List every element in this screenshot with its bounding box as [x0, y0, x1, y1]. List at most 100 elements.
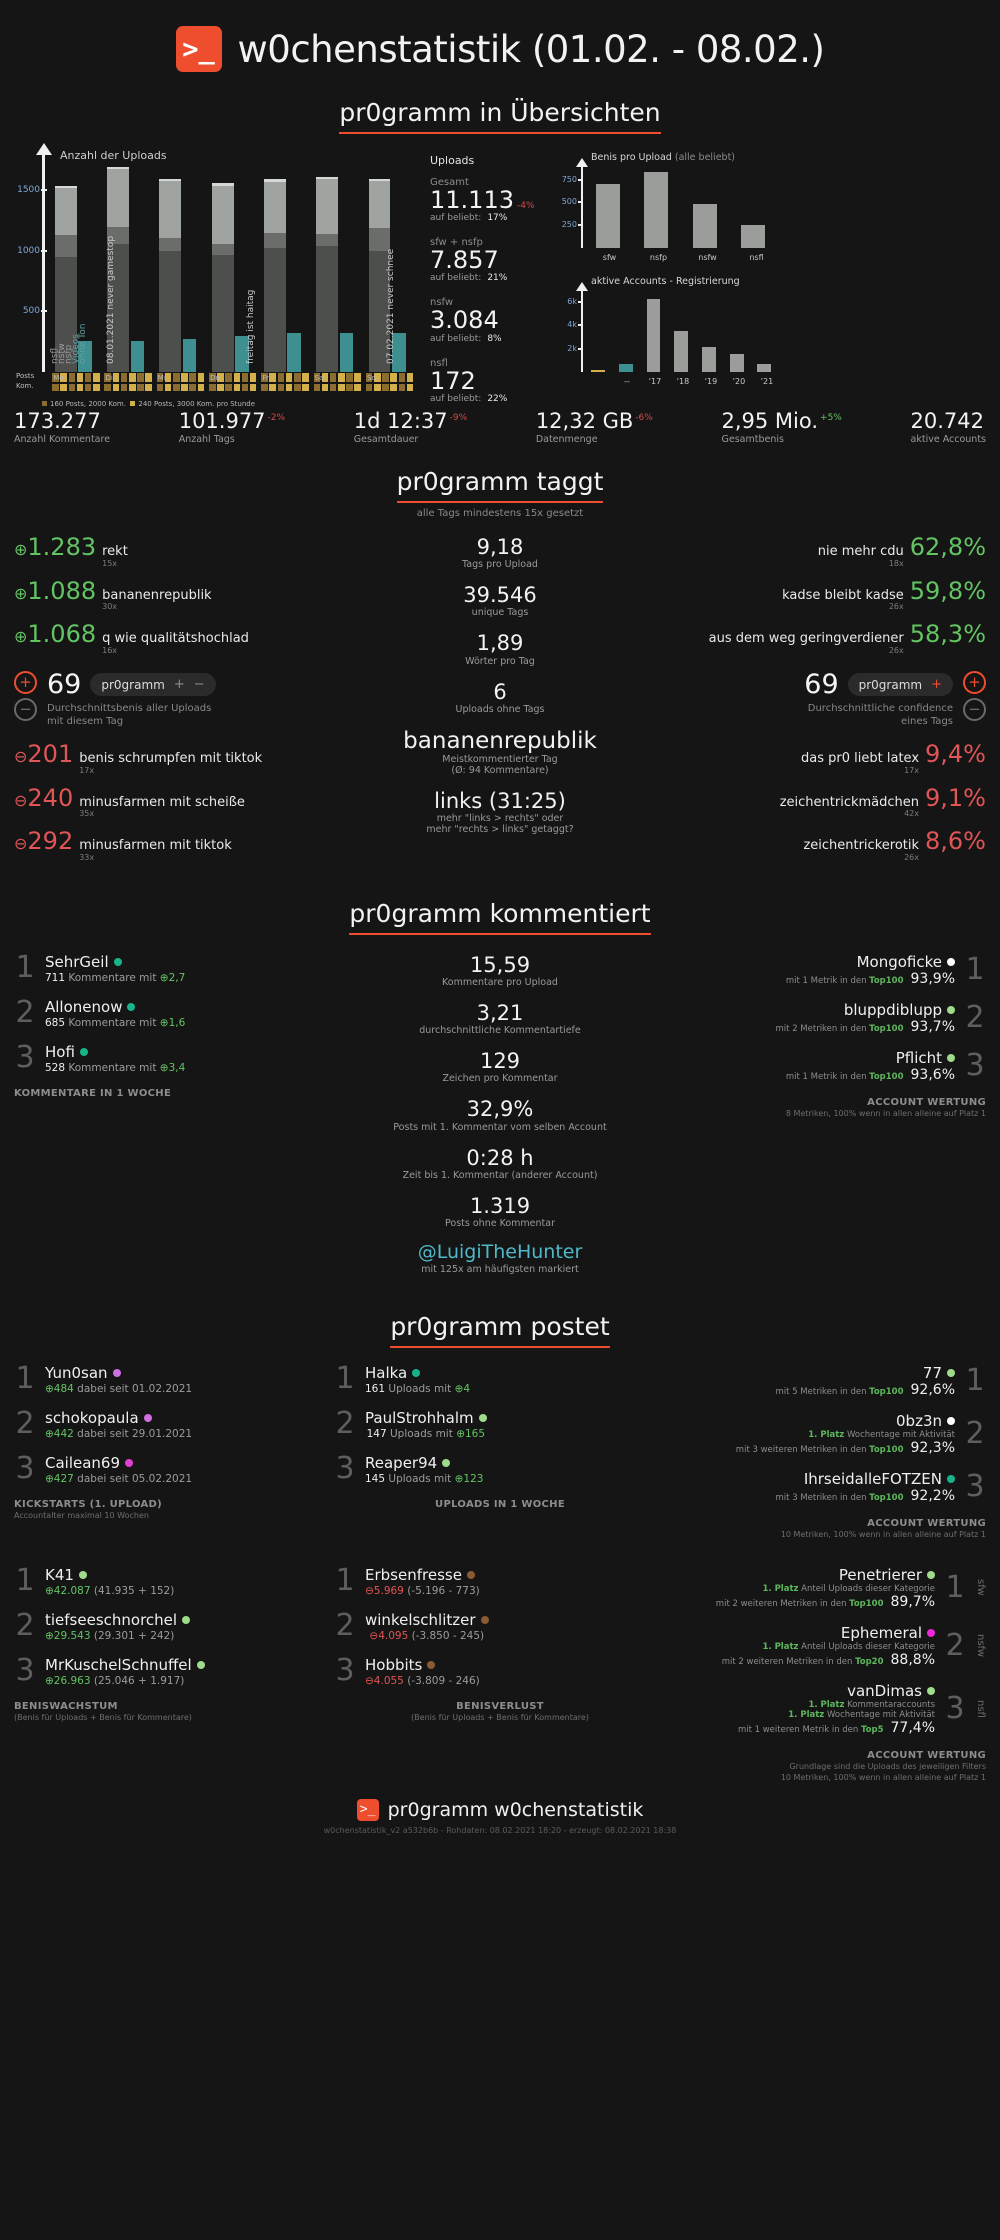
rank-number: 3 [945, 1690, 965, 1726]
status-dot-icon [927, 1570, 935, 1579]
rank-row[interactable]: 3 Hobbits ⊖4.055 (-3.809 - 246) [334, 1656, 666, 1687]
band-segment [173, 373, 180, 382]
band-segment [189, 384, 196, 391]
tag-row[interactable]: ⊕1.283 rekt 15x [14, 535, 334, 568]
tag-row[interactable]: zeichentrickerotik 26x 8,6% [666, 829, 986, 862]
taggt-left-widget-pill[interactable]: pr0gramm + − [90, 673, 216, 697]
mini-y-axis-line-2 [581, 290, 583, 372]
mini-x-label: sfw [602, 253, 617, 262]
taggt-center-highlight-l1: Meistkommentierter Tag [442, 754, 558, 766]
band-segment [398, 373, 406, 382]
rank-row[interactable]: 2 winkelschlitzer ⊖4.095 (-3.850 - 245) [334, 1611, 666, 1642]
bar-segment [54, 185, 77, 188]
rank-row[interactable]: 1 Erbsenfresse ⊖5.969 (-5.196 - 773) [334, 1566, 666, 1597]
x-tick-label: Mi [157, 374, 166, 382]
minus-circle-icon[interactable]: − [14, 698, 37, 722]
tag-count: 16x [102, 646, 118, 656]
rank-sub: 147 Uploads mit ⊕165 [366, 1427, 486, 1440]
tag-row[interactable]: ⊕1.068 q wie qualitätshochlad 16x [14, 622, 334, 655]
plus-circle-icon[interactable]: + [14, 671, 37, 695]
center-stat: 32,9% Posts mit 1. Kommentar vom selben A… [334, 1097, 666, 1132]
rank-row[interactable]: 1 Halka 161 Uploads mit ⊕4 [334, 1364, 666, 1395]
rank-metric-row: mit 2 Metriken in den Top100 93,7% [776, 1019, 955, 1035]
tag-count: 26x [888, 602, 904, 612]
rank-row[interactable]: 77 mit 5 Metriken in den Top100 92,6% 1 [666, 1364, 986, 1398]
tag-row[interactable]: nie mehr cdu 18x 62,8% [666, 535, 986, 568]
rank-body: Cailean69 ⊕427 dabei seit 05.02.2021 [45, 1454, 192, 1485]
rank-sub: ⊕42.087 (41.935 + 152) [45, 1584, 175, 1597]
mini-bar [674, 331, 689, 372]
tag-row[interactable]: ⊕1.088 bananenrepublik 30x [14, 579, 334, 612]
tag-name: minusfarmen mit tiktok [79, 838, 232, 854]
rank-row[interactable]: 3 MrKuschelSchnuffel ⊕26.963 (25.046 + 1.9… [14, 1656, 334, 1687]
taggt-left-widget-desc1: Durchschnittsbenis aller Uploads [47, 703, 212, 715]
rank-row[interactable]: bluppdiblupp mit 2 Metriken in den Top100… [666, 1001, 986, 1035]
uploads-stat-category: sfw + nsfp [430, 237, 483, 249]
tag-name: kadse bleibt kadse [782, 587, 904, 603]
rank-name: Reaper94 [365, 1453, 438, 1472]
mini-bar [591, 369, 605, 372]
rank-name-row: Yun0san [45, 1364, 192, 1382]
rank-row[interactable]: Mongoficke mit 1 Metrik in den Top100 93,9… [666, 953, 986, 987]
tag-name: zeichentrickerotik [803, 838, 920, 854]
uploads-stat-group: sfw + nsfp 7.857 auf beliebt: 21% [430, 237, 540, 283]
rank-row[interactable]: 2 schokopaula ⊕442 dabei seit 29.01.2021 [14, 1409, 334, 1440]
minus-circle-icon-2[interactable]: − [963, 698, 986, 722]
rank-row[interactable]: 3 Reaper94 145 Uploads mit ⊕123 [334, 1454, 666, 1485]
band-segment [217, 384, 224, 391]
tag-row[interactable]: das pr0 liebt latex 17x 9,4% [666, 742, 986, 775]
tag-row[interactable]: ⊖201 benis schrumpfen mit tiktok 17x [14, 742, 334, 775]
kpi-item: 2,95 Mio. +5% Gesamtbenis [721, 409, 841, 445]
band-segment [145, 384, 152, 391]
rank-row[interactable]: 1 SehrGeil 711 Kommentare mit ⊕2,7 [14, 953, 334, 984]
band-segment [302, 384, 309, 391]
band-segment [173, 384, 180, 391]
rank-row[interactable]: 3 Cailean69 ⊕427 dabei seit 05.02.2021 [14, 1454, 334, 1485]
taggt-right-widget-pill[interactable]: pr0gramm + [847, 673, 953, 697]
band-segment [120, 373, 128, 382]
section-title-overview: pr0gramm in Übersichten [339, 98, 661, 134]
pill-minus-icon[interactable]: − [193, 677, 205, 693]
rank-number: 2 [15, 1608, 35, 1644]
tag-icon: ⊖ [14, 790, 28, 810]
plus-circle-icon-2[interactable]: + [963, 671, 986, 695]
rank-row[interactable]: vanDimas 1. Platz Kommentaraccounts 1. Pla… [666, 1682, 986, 1736]
tag-row[interactable]: kadse bleibt kadse 26x 59,8% [666, 579, 986, 612]
tag-row[interactable]: zeichentrickmädchen 42x 9,1% [666, 786, 986, 819]
pill-plus-icon-2[interactable]: + [931, 677, 942, 693]
rank-row[interactable]: 3 Hofi 528 Kommentare mit ⊕3,4 [14, 1043, 334, 1074]
tag-row[interactable]: ⊖240 minusfarmen mit scheiße 35x [14, 786, 334, 819]
rank-row[interactable]: 1 K41 ⊕42.087 (41.935 + 152) [14, 1566, 334, 1597]
kpi-label: Anzahl Tags [178, 434, 235, 446]
rank-row[interactable]: 2 tiefseeschnorchel ⊕29.543 (29.301 + 242) [14, 1611, 334, 1642]
uploads-stat-group: Gesamt 11.113 -4% auf beliebt: 17% [430, 177, 540, 223]
section-taggt-header: pr0gramm taggt alle Tags mindestens 15x … [0, 467, 1000, 519]
rank-row[interactable]: IhrseidalleFOTZEN mit 3 Metriken in den T… [666, 1470, 986, 1504]
x-tick-label: So [366, 374, 376, 382]
rank-row[interactable]: 2 Allonenow 685 Kommentare mit ⊕1,6 [14, 998, 334, 1029]
tag-row[interactable]: aus dem weg geringverdiener 26x 58,3% [666, 622, 986, 655]
center-stat-value: 1,89 [476, 631, 524, 656]
rank-row[interactable]: 1 Yun0san ⊕484 dabei seit 01.02.2021 [14, 1364, 334, 1395]
rank-row[interactable]: Penetrierer 1. Platz Anteil Uploads diese… [666, 1566, 986, 1610]
postet-columns-top: 1 Yun0san ⊕484 dabei seit 01.02.2021 2 schok… [0, 1364, 1000, 1540]
band-segment [181, 373, 188, 382]
center-stat-label: Kommentare pro Upload [442, 977, 558, 989]
rank-row[interactable]: 0bz3n 1. Platz Wochentage mit Aktivität mi… [666, 1412, 986, 1456]
rank-body: Hofi 528 Kommentare mit ⊕3,4 [45, 1043, 185, 1074]
rank-number: 1 [15, 950, 35, 986]
band-segment [398, 384, 406, 391]
band-segment [302, 373, 309, 382]
band-segment [137, 373, 144, 382]
rank-row[interactable]: 2 PaulStrohhalm 147 Uploads mit ⊕165 [334, 1409, 666, 1440]
rank-number: 3 [965, 1468, 985, 1504]
taggt-left-column: ⊕1.283 rekt 15x ⊕1.088 bananenrepublik 30x ⊕1.… [14, 535, 334, 873]
tag-row[interactable]: ⊖292 minusfarmen mit tiktok 33x [14, 829, 334, 862]
center-stat-label: Wörter pro Tag [465, 655, 535, 667]
rank-row[interactable]: Ephemeral 1. Platz Anteil Uploads dieser … [666, 1624, 986, 1668]
pill-plus-icon[interactable]: + [173, 677, 185, 693]
rank-row[interactable]: Pflicht mit 1 Metrik in den Top100 93,6% 3 [666, 1049, 986, 1083]
tag-icon: ⊕ [14, 627, 28, 647]
bar-segment [368, 250, 391, 372]
mini-bar [692, 204, 717, 248]
